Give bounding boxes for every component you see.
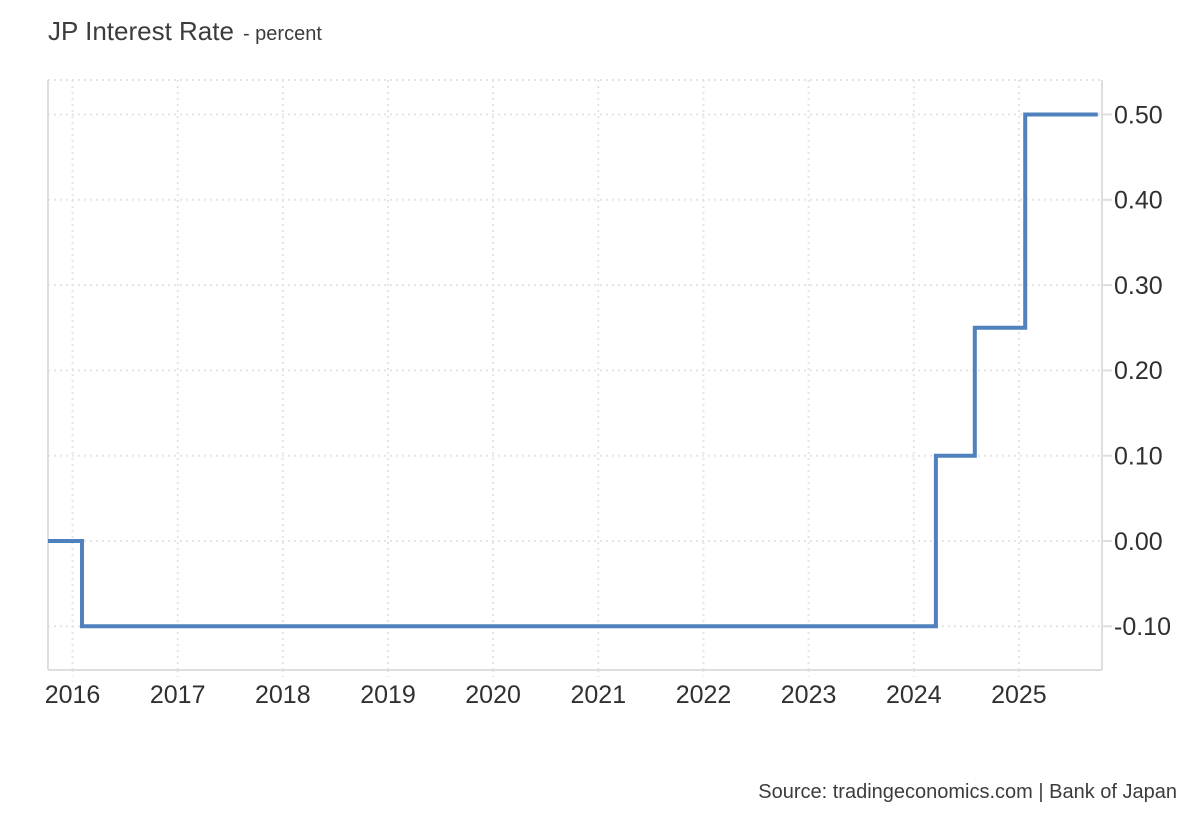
chart-title: JP Interest Rate (48, 16, 234, 46)
y-tick-label: 0.10 (1114, 442, 1163, 470)
x-tick-label: 2021 (570, 681, 626, 709)
x-tick-label: 2022 (676, 681, 732, 709)
y-tick-label: -0.10 (1114, 613, 1171, 641)
y-tick-label: 0.40 (1114, 187, 1163, 215)
series-line (48, 112, 1098, 629)
y-tick-label: 0.00 (1114, 528, 1163, 556)
y-tick-label: 0.50 (1114, 101, 1163, 129)
chart-subtitle: - percent (242, 23, 322, 45)
source-attribution: Source: tradingeconomics.com | Bank of J… (758, 781, 1177, 803)
y-tick-label: 0.20 (1114, 357, 1163, 385)
chart-header: JP Interest Rate - percent (48, 16, 322, 47)
x-tick-label: 2017 (150, 681, 206, 709)
x-tick-label: 2016 (45, 681, 101, 709)
x-tick-label: 2023 (781, 681, 837, 709)
x-tick-label: 2018 (255, 681, 311, 709)
x-tick-label: 2019 (360, 681, 416, 709)
y-tick-label: 0.30 (1114, 272, 1163, 300)
x-tick-label: 2024 (886, 681, 942, 709)
x-tick-label: 2020 (465, 681, 521, 709)
x-tick-label: 2025 (991, 681, 1047, 709)
interest-rate-step-chart: -0.10 0.00 0.10 0.20 0.30 0.40 0.50 2016 2017 201… (45, 79, 1171, 709)
